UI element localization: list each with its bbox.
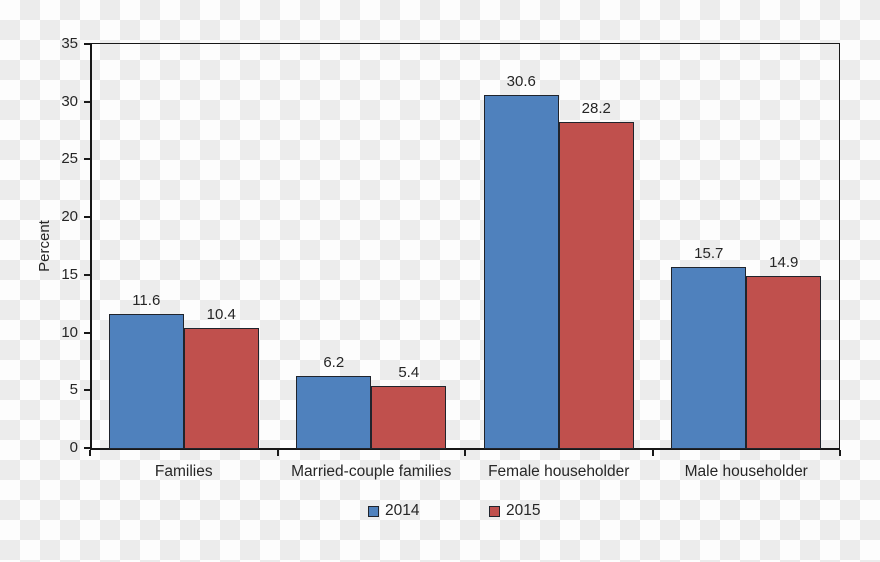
y-tick-mark xyxy=(84,273,90,276)
plot-area xyxy=(90,43,840,450)
value-label-2014-1: 6.2 xyxy=(323,354,345,372)
y-tick-mark xyxy=(84,216,90,219)
y-tick-mark xyxy=(84,158,90,161)
y-tick-label-35: 35 xyxy=(61,35,78,52)
y-tick-mark xyxy=(84,43,90,45)
legend-swatch-2015-icon xyxy=(489,505,500,517)
x-tick-mark xyxy=(839,450,841,456)
legend-label-2014: 2014 xyxy=(385,502,420,519)
bar-2014-0 xyxy=(108,314,184,449)
x-tick-mark xyxy=(89,450,91,456)
bar-2014-1 xyxy=(296,376,372,449)
y-tick-label-0: 0 xyxy=(69,439,78,456)
category-label-2: Female householder xyxy=(488,463,630,480)
value-label-2014-2: 30.6 xyxy=(506,72,536,90)
y-tick-mark xyxy=(84,447,90,449)
legend: 2014 2015 xyxy=(0,501,880,521)
bar-2015-2 xyxy=(558,122,634,449)
category-label-1: Married-couple families xyxy=(291,463,452,480)
bar-2014-2 xyxy=(483,94,559,449)
value-label-2014-3: 15.7 xyxy=(694,244,724,262)
y-tick-label-10: 10 xyxy=(61,323,78,341)
bar-2015-1 xyxy=(371,385,447,449)
y-tick-label-25: 25 xyxy=(61,150,78,168)
x-tick-mark xyxy=(464,450,466,456)
legend-item-2014: 2014 xyxy=(368,501,419,521)
category-label-3: Male householder xyxy=(684,463,808,480)
value-label-2015-0: 10.4 xyxy=(206,305,236,323)
value-label-2015-1: 5.4 xyxy=(398,363,420,381)
x-tick-mark xyxy=(651,450,654,456)
y-tick-label-30: 30 xyxy=(61,92,78,110)
category-label-0: Families xyxy=(154,463,213,480)
value-label-2015-3: 14.9 xyxy=(769,254,799,271)
x-tick-mark xyxy=(276,450,279,456)
y-tick-mark xyxy=(84,331,90,334)
value-label-2014-0: 11.6 xyxy=(132,292,161,310)
bar-2014-3 xyxy=(671,266,747,449)
y-tick-label-20: 20 xyxy=(61,208,78,226)
bar-2015-3 xyxy=(746,276,822,449)
y-tick-label-5: 5 xyxy=(69,381,78,399)
y-tick-label-15: 15 xyxy=(61,265,78,283)
y-tick-mark xyxy=(84,389,90,392)
legend-label-2015: 2015 xyxy=(506,502,541,519)
legend-swatch-2014-icon xyxy=(368,505,379,517)
bar-2015-0 xyxy=(183,327,259,449)
legend-item-2015: 2015 xyxy=(489,501,540,521)
value-label-2015-2: 28.2 xyxy=(581,100,611,118)
y-tick-mark xyxy=(84,100,90,103)
